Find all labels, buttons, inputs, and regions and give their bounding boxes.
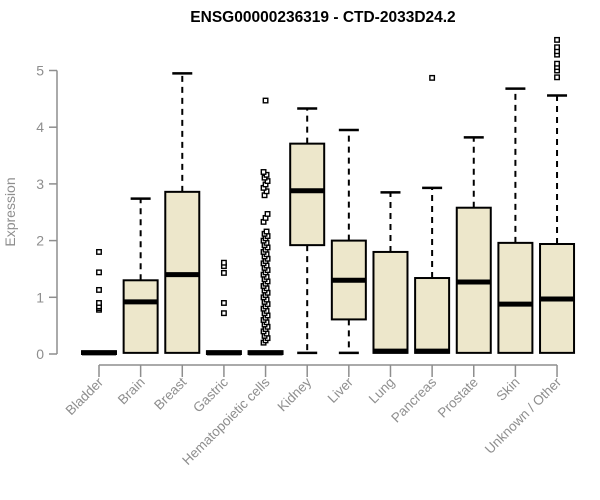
box-group-breast [164,72,201,354]
y-tick-label: 2 [36,233,44,249]
box-rect [414,277,451,354]
box-series [81,36,576,356]
box-group-prostate [455,136,492,354]
y-tick-label: 3 [36,176,44,192]
box-rect [289,142,326,247]
outlier-point [554,60,560,67]
outlier-point [264,211,271,217]
x-tick-label: Lung [366,375,398,407]
x-tick-label: Kidney [275,374,315,414]
box-group-unknown-other [539,36,576,354]
x-tick-label: Bladder [63,374,107,418]
outlier-point [263,228,270,235]
y-tick-label: 4 [36,119,44,135]
x-tick-label: Pancreas [388,374,439,425]
outlier-point [554,74,560,81]
box-group-skin [497,87,534,354]
outlier-point [262,97,269,104]
x-tick-label: Breast [151,374,189,412]
outlier-point [260,169,267,175]
outlier-point [220,300,227,306]
y-tick-label: 0 [36,346,44,362]
outlier-point [220,269,227,276]
outlier-point [96,248,102,255]
outlier-point [554,36,560,43]
outlier-point [554,44,560,51]
box-group-hematopoietic-cells [247,97,284,356]
x-tick-label: Prostate [435,375,481,421]
x-tick-label: Liver [325,374,357,406]
box-group-kidney [289,107,326,355]
outlier-point [264,178,271,185]
box-rect [372,250,409,354]
y-tick-label: 5 [36,63,44,79]
outlier-point [96,269,102,276]
outlier-point [429,74,436,81]
x-tick-label: Brain [115,375,148,408]
box-rect [497,241,534,354]
x-tick-label: Skin [493,375,522,404]
outlier-point [220,310,227,317]
box-group-pancreas [414,74,451,354]
y-axis-label: Expression [2,177,18,246]
x-tick-label: Unknown / Other [482,374,565,457]
outlier-point [96,300,102,306]
box-group-brain [122,197,159,354]
outlier-point [96,286,102,293]
box-group-bladder [81,248,117,356]
box-group-liver [330,128,367,355]
box-rect [122,279,159,354]
x-tick-label: Gastric [190,374,231,415]
y-tick-label: 1 [36,289,44,305]
chart-title: ENSG00000236319 - CTD-2033D24.2 [190,9,455,26]
outlier-point [263,188,270,195]
outlier-point [220,259,227,266]
box-group-lung [372,191,409,354]
box-group-gastric [205,259,242,356]
